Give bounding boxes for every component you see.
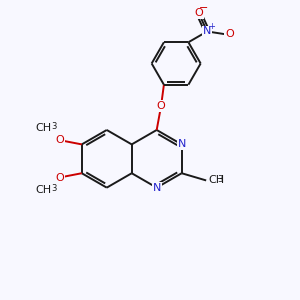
Text: +: + [208, 22, 214, 31]
Text: O: O [55, 135, 64, 145]
Text: −: − [199, 2, 208, 13]
Text: 3: 3 [218, 175, 223, 184]
Text: O: O [225, 29, 234, 39]
Text: CH: CH [35, 185, 52, 195]
Text: CH: CH [208, 176, 225, 185]
Text: 3: 3 [52, 122, 57, 131]
Text: N: N [178, 140, 186, 149]
Text: N: N [152, 183, 161, 193]
Text: CH: CH [35, 123, 52, 133]
Text: O: O [194, 8, 203, 18]
Text: 3: 3 [52, 184, 57, 193]
Text: N: N [203, 26, 211, 36]
Text: O: O [157, 101, 165, 111]
Text: O: O [55, 172, 64, 183]
